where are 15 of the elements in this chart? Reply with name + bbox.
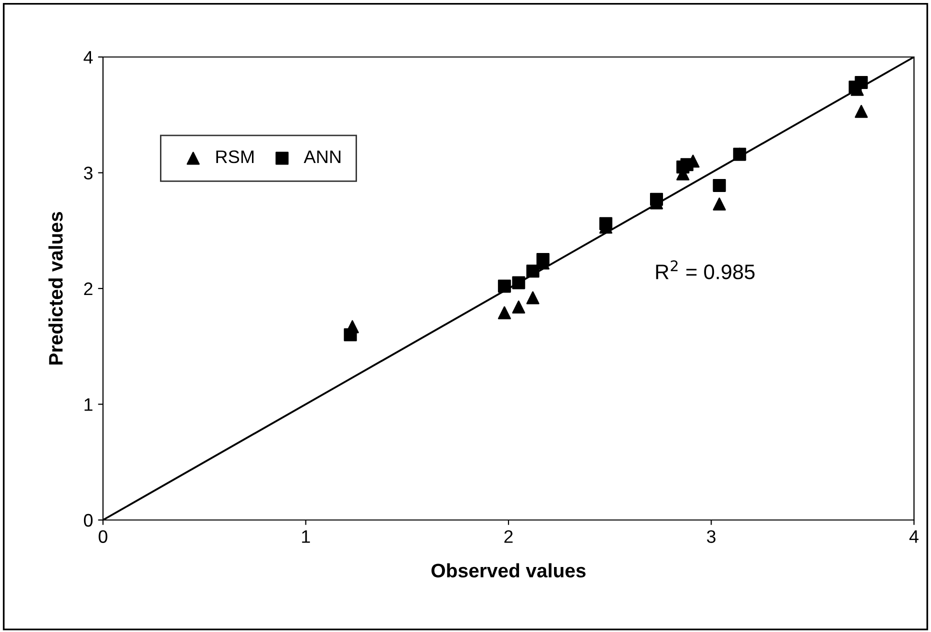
x-tick-label: 4	[909, 530, 918, 543]
legend-label: RSM	[216, 150, 254, 164]
legend-label: ANN	[304, 150, 340, 164]
y-tick-label: 2	[84, 282, 92, 296]
x-tick-label: 1	[302, 530, 310, 543]
x-tick-label: 2	[504, 530, 513, 543]
annotation: R$^{2}$ = 0.985	[656, 260, 755, 280]
y-tick-label: 3	[84, 166, 92, 180]
x-tick-label: 0	[98, 530, 108, 543]
y-tick-label: 1	[84, 398, 92, 411]
y-tick-label: 0	[84, 514, 93, 527]
x-axis-title: Observed values	[431, 563, 586, 578]
y-axis-title: Predicted values	[48, 212, 63, 364]
y-tick-label: 4	[84, 51, 93, 64]
x-tick-label: 3	[706, 530, 716, 543]
